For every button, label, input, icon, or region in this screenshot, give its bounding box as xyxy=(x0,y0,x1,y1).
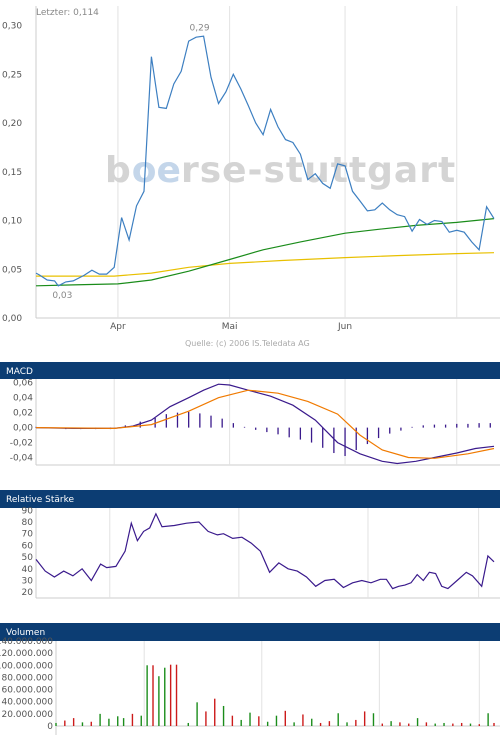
volume-y-tick: 60.000.000 xyxy=(1,686,53,696)
source-label: Quelle: (c) 2006 IS.Teledata AG xyxy=(185,339,310,348)
macd-panel: MACD 0,06 0,04 0,02 0,00 -0,02 -0,04 xyxy=(0,362,500,466)
volume-y-ticks: 140.000.000 120.000.000 100.000.000 80.000.… xyxy=(0,637,53,732)
price-x-tick: Jun xyxy=(337,322,352,332)
volume-y-tick: 100.000.000 xyxy=(0,661,53,671)
volume-bars xyxy=(55,664,495,726)
macd-y-tick: 0,02 xyxy=(13,409,33,419)
volume-gridlines xyxy=(143,641,480,726)
rsi-y-tick: 30 xyxy=(22,576,34,586)
price-y-ticks: 0,30 0,25 0,20 0,15 0,10 0,05 0,00 xyxy=(2,22,22,325)
watermark: boerse-stuttgart xyxy=(105,150,456,191)
volume-y-tick: 20.000.000 xyxy=(1,710,53,720)
volume-y-tick: 0 xyxy=(47,722,53,732)
rsi-gridlines xyxy=(109,508,480,598)
price-y-tick: 0,00 xyxy=(2,314,22,324)
macd-y-tick: 0,00 xyxy=(13,424,33,434)
macd-histogram xyxy=(35,411,491,457)
macd-y-ticks: 0,06 0,04 0,02 0,00 -0,02 -0,04 xyxy=(10,379,34,464)
watermark-part3: rse-stuttgart xyxy=(181,150,456,191)
price-annotation: 0,29 xyxy=(190,23,210,33)
watermark-part1: b xyxy=(105,150,132,191)
rsi-series-line-0 xyxy=(35,512,495,590)
price-annotations: 0,29 0,03 xyxy=(52,23,210,301)
price-y-tick: 0,05 xyxy=(2,265,22,275)
rsi-y-tick: 40 xyxy=(22,565,34,575)
macd-y-tick: 0,04 xyxy=(13,394,33,404)
volume-y-tick: 40.000.000 xyxy=(1,698,53,708)
price-y-tick: 0,10 xyxy=(2,217,22,227)
macd-y-tick: -0,02 xyxy=(10,439,33,449)
rsi-y-tick: 60 xyxy=(22,541,34,551)
rsi-y-tick: 70 xyxy=(22,530,34,540)
macd-series xyxy=(35,383,495,465)
price-x-tick: Mai xyxy=(222,322,238,332)
rsi-header xyxy=(0,490,500,508)
macd-title: MACD xyxy=(6,367,33,377)
price-x-tick: Apr xyxy=(110,322,126,332)
macd-y-tick: 0,06 xyxy=(13,379,33,389)
price-series xyxy=(35,35,495,287)
volume-title: Volumen xyxy=(6,628,45,638)
watermark-part2: oe xyxy=(132,150,181,191)
price-y-tick: 0,15 xyxy=(2,168,22,178)
volume-y-tick: 80.000.000 xyxy=(1,673,53,683)
volume-y-tick: 120.000.000 xyxy=(0,649,53,659)
rsi-title: Relative Stärke xyxy=(6,495,75,505)
price-y-tick: 0,30 xyxy=(2,22,22,32)
rsi-y-tick: 90 xyxy=(22,506,34,516)
volume-header xyxy=(0,623,500,641)
macd-y-tick: -0,04 xyxy=(10,454,34,464)
volume-panel: Volumen 140.000.000 120.000.000 100.000.00… xyxy=(0,623,500,735)
rsi-series xyxy=(35,512,495,590)
price-annotation: 0,03 xyxy=(52,291,72,301)
price-series-line-2 xyxy=(36,252,495,277)
price-y-tick: 0,25 xyxy=(2,70,22,80)
price-x-ticks: Apr Mai Jun xyxy=(110,322,352,332)
price-gridlines xyxy=(117,6,458,318)
svg-text:boerse-stuttgart: boerse-stuttgart xyxy=(105,150,456,191)
price-panel: Letzter: 0,114 boerse-stuttgart 0,30 0,25… xyxy=(2,6,500,348)
price-series-line-0 xyxy=(35,35,495,287)
rsi-y-tick: 50 xyxy=(22,553,34,563)
rsi-y-tick: 20 xyxy=(22,588,34,598)
macd-series-line-0 xyxy=(35,383,495,465)
macd-series-line-1 xyxy=(35,389,495,459)
price-y-tick: 0,20 xyxy=(2,119,22,129)
macd-gridlines xyxy=(113,379,458,465)
volume-y-tick: 140.000.000 xyxy=(0,637,53,647)
macd-header xyxy=(0,362,500,379)
last-price-label: Letzter: 0,114 xyxy=(36,8,99,18)
rsi-y-tick: 80 xyxy=(22,518,34,528)
